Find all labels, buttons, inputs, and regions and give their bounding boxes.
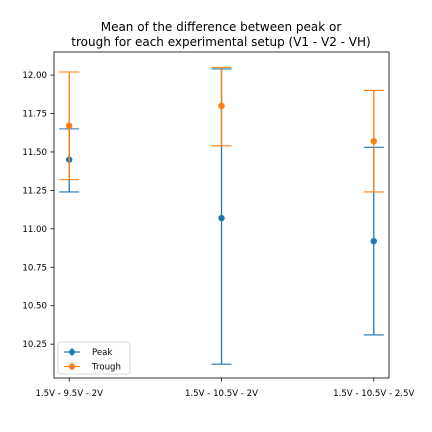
data-point bbox=[218, 214, 225, 222]
legend-label: Trough bbox=[91, 363, 121, 373]
axes: 10.25 10.50 10.75 11.00 11.25 11.50 11.75 12.00… bbox=[22, 51, 415, 399]
x-tick-label: 1.5V - 10.5V - 2.5V bbox=[333, 389, 414, 399]
y-tick-label: 11.50 bbox=[22, 148, 47, 158]
plot-area bbox=[59, 66, 384, 365]
legend-marker-dot bbox=[69, 363, 75, 370]
y-tick-label: 11.00 bbox=[22, 225, 47, 235]
x-tick-label: 1.5V - 10.5V - 2V bbox=[185, 389, 258, 399]
data-point bbox=[218, 102, 225, 110]
data-point bbox=[370, 137, 377, 145]
y-tick-label: 10.25 bbox=[22, 340, 47, 350]
y-tick-label: 10.75 bbox=[22, 263, 47, 273]
data-point bbox=[370, 237, 377, 245]
chart-title-line-2: trough for each experimental setup (V1 -… bbox=[71, 35, 370, 49]
chart-title-line-1: Mean of the difference between peak or bbox=[101, 20, 342, 34]
legend-marker-dot bbox=[69, 349, 75, 355]
y-tick-label: 10.50 bbox=[22, 302, 47, 312]
legend-label: Peak bbox=[92, 348, 112, 358]
series-trough bbox=[59, 66, 384, 193]
x-tick-label: 1.5V - 9.5V - 2V bbox=[35, 389, 103, 399]
y-tick-label: 11.25 bbox=[22, 186, 47, 196]
y-tick-label: 12.00 bbox=[22, 71, 47, 81]
y-tick-label: 11.75 bbox=[22, 110, 47, 120]
legend: Peak Trough bbox=[57, 341, 131, 375]
data-point bbox=[66, 122, 73, 130]
